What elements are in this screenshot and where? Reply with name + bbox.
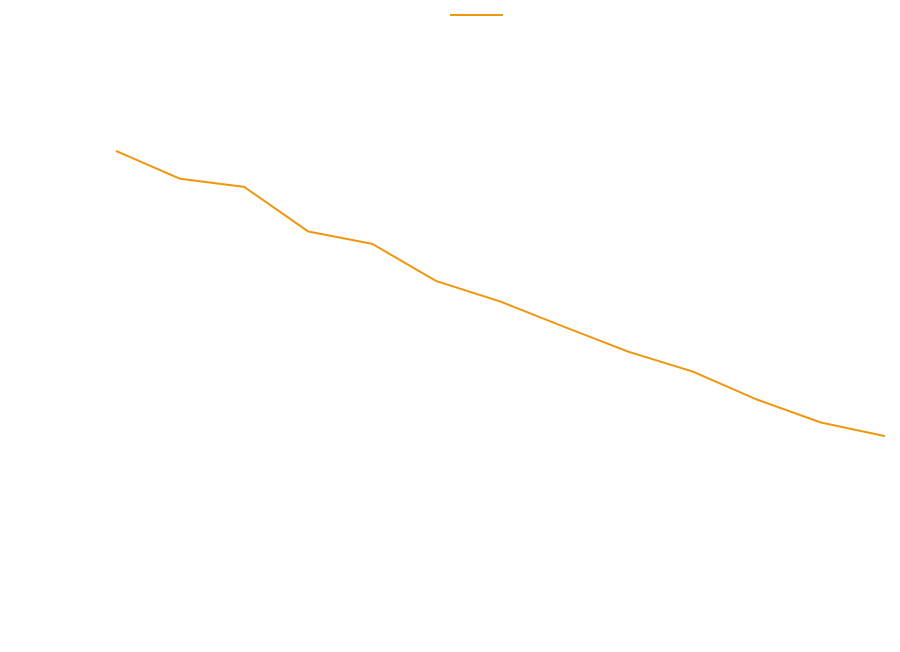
series-line [115, 149, 886, 438]
series-layer [115, 149, 886, 438]
